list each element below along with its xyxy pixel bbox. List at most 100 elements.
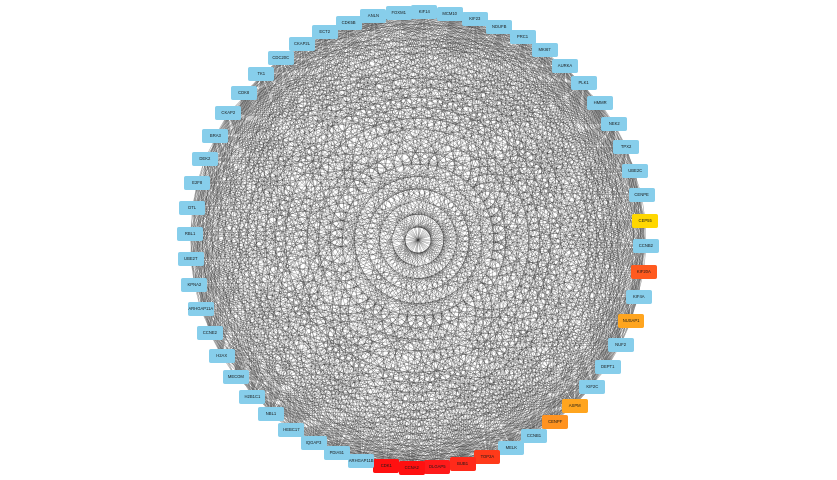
edge [474, 19, 535, 437]
node-ndufb[interactable]: NDUFB [486, 19, 513, 34]
edge [261, 74, 337, 454]
node-mcm10[interactable]: MCM10 [436, 7, 463, 22]
edge [190, 233, 593, 388]
edge [348, 22, 556, 423]
node-dek2[interactable]: DEK2 [191, 151, 218, 166]
node-cenpe[interactable]: CENPE [628, 188, 655, 203]
node-nuf2[interactable]: NUF2 [607, 337, 634, 352]
node-kpna2[interactable]: KPNA2 [181, 277, 208, 292]
node-foxm1[interactable]: FOXM1 [385, 5, 412, 20]
edge [324, 31, 639, 297]
edge [280, 57, 636, 171]
edge [373, 16, 646, 221]
node-aspm[interactable]: ASPM [561, 398, 588, 413]
edge [189, 233, 362, 461]
node-h2ax[interactable]: H2AX [208, 349, 235, 363]
edge [192, 208, 556, 423]
node-cenpf[interactable]: CENPF [542, 415, 569, 430]
edge [336, 146, 627, 454]
node-dlgap5[interactable]: DLGAP5 [424, 460, 451, 475]
node-anln[interactable]: ANLN [360, 9, 387, 24]
node-ccnb2[interactable]: CCNB2 [632, 239, 659, 254]
node-nek2[interactable]: NEK2 [601, 117, 628, 131]
node-kif23[interactable]: KIF23 [461, 12, 488, 27]
node-cep55[interactable]: CEP55 [632, 213, 659, 228]
edge [192, 102, 601, 209]
node-mki67[interactable]: MKI67 [531, 43, 558, 58]
edge [398, 12, 632, 322]
edge [270, 405, 575, 415]
node-tpx2[interactable]: TPX2 [613, 139, 640, 154]
node-nusap1[interactable]: NUSAP1 [618, 314, 645, 329]
edge [487, 195, 642, 458]
edge [190, 233, 608, 367]
node-ccnb1[interactable]: CCNB1 [521, 429, 547, 444]
node-kif4a[interactable]: KIF4A [625, 289, 652, 304]
node-ccne2[interactable]: CCNE2 [196, 326, 223, 341]
edge [221, 19, 475, 357]
edge [197, 183, 646, 247]
edge [301, 43, 621, 345]
edge [209, 12, 425, 334]
edge [313, 296, 639, 443]
edge [313, 16, 374, 443]
edge [197, 183, 463, 464]
edge [243, 92, 535, 437]
node-ube2t[interactable]: UBE2T [177, 252, 204, 267]
edge [190, 259, 438, 468]
node-h2b1c1[interactable]: H2B1C1 [239, 389, 266, 404]
node-nbl1[interactable]: NBL1 [258, 407, 284, 422]
node-iqgap3[interactable]: IQGAP3 [300, 435, 327, 450]
edge [280, 57, 627, 147]
node-rbl1[interactable]: RBL1 [177, 226, 204, 241]
edge [398, 12, 639, 297]
edge [424, 11, 642, 196]
node-cdc20c[interactable]: CDC20C [267, 50, 294, 65]
node-cdk1[interactable]: CDK1 [373, 458, 400, 473]
node-ckap2[interactable]: CKAP2 [215, 106, 242, 121]
node-prc1[interactable]: PRC1 [509, 30, 536, 45]
node-dtl[interactable]: DTL [179, 201, 206, 216]
node-ube2c[interactable]: UBE2C [622, 163, 649, 178]
edge [194, 284, 512, 449]
node-ckap2l[interactable]: CKAP2L [289, 36, 315, 51]
node-ect2[interactable]: ECT2 [311, 24, 338, 39]
edge [200, 309, 608, 367]
node-kif20a[interactable]: KIF20A [630, 264, 657, 279]
node-aurka[interactable]: AURKA [552, 58, 578, 73]
edge [200, 309, 463, 464]
edge [200, 37, 523, 310]
node-cdk5b[interactable]: CDK5B [335, 15, 362, 30]
edge [209, 43, 303, 334]
edge [243, 92, 412, 468]
edge [190, 233, 621, 345]
node-hmmr[interactable]: HMMR [587, 95, 614, 110]
node-cdk8[interactable]: CDK8 [230, 86, 257, 100]
node-top2a[interactable]: TOP2A [474, 450, 501, 465]
node-ccna2[interactable]: CCNA2 [398, 460, 425, 475]
node-pdia51[interactable]: PDIA51 [323, 446, 350, 461]
edge [197, 183, 272, 415]
node-melk[interactable]: MELK [498, 441, 525, 456]
edge [324, 31, 621, 345]
node-kif2c[interactable]: KIF2C [579, 380, 606, 394]
edge [209, 333, 412, 469]
node-mecom[interactable]: MECOM [222, 370, 249, 385]
edge [194, 284, 362, 461]
edge [192, 50, 545, 209]
node-bub1[interactable]: BUB1 [449, 456, 476, 471]
edge [197, 183, 535, 437]
node-dept1[interactable]: DEPT1 [594, 359, 621, 374]
node-arhgap11b[interactable]: ARHGAP11B [348, 453, 375, 468]
edge [204, 158, 646, 221]
node-arhgap11a[interactable]: ARHGAP11A [187, 302, 214, 317]
node-bra3[interactable]: BRA3 [202, 128, 229, 143]
node-plk1[interactable]: PLK1 [570, 76, 597, 91]
edge [324, 31, 556, 423]
edge [324, 31, 412, 468]
node-kif14[interactable]: KIF14 [411, 5, 438, 20]
node-hebc17[interactable]: HEBC17 [278, 422, 305, 437]
node-e2f8[interactable]: E2F8 [184, 176, 211, 191]
node-tk1[interactable]: TK1 [248, 67, 275, 82]
edge [373, 16, 615, 125]
